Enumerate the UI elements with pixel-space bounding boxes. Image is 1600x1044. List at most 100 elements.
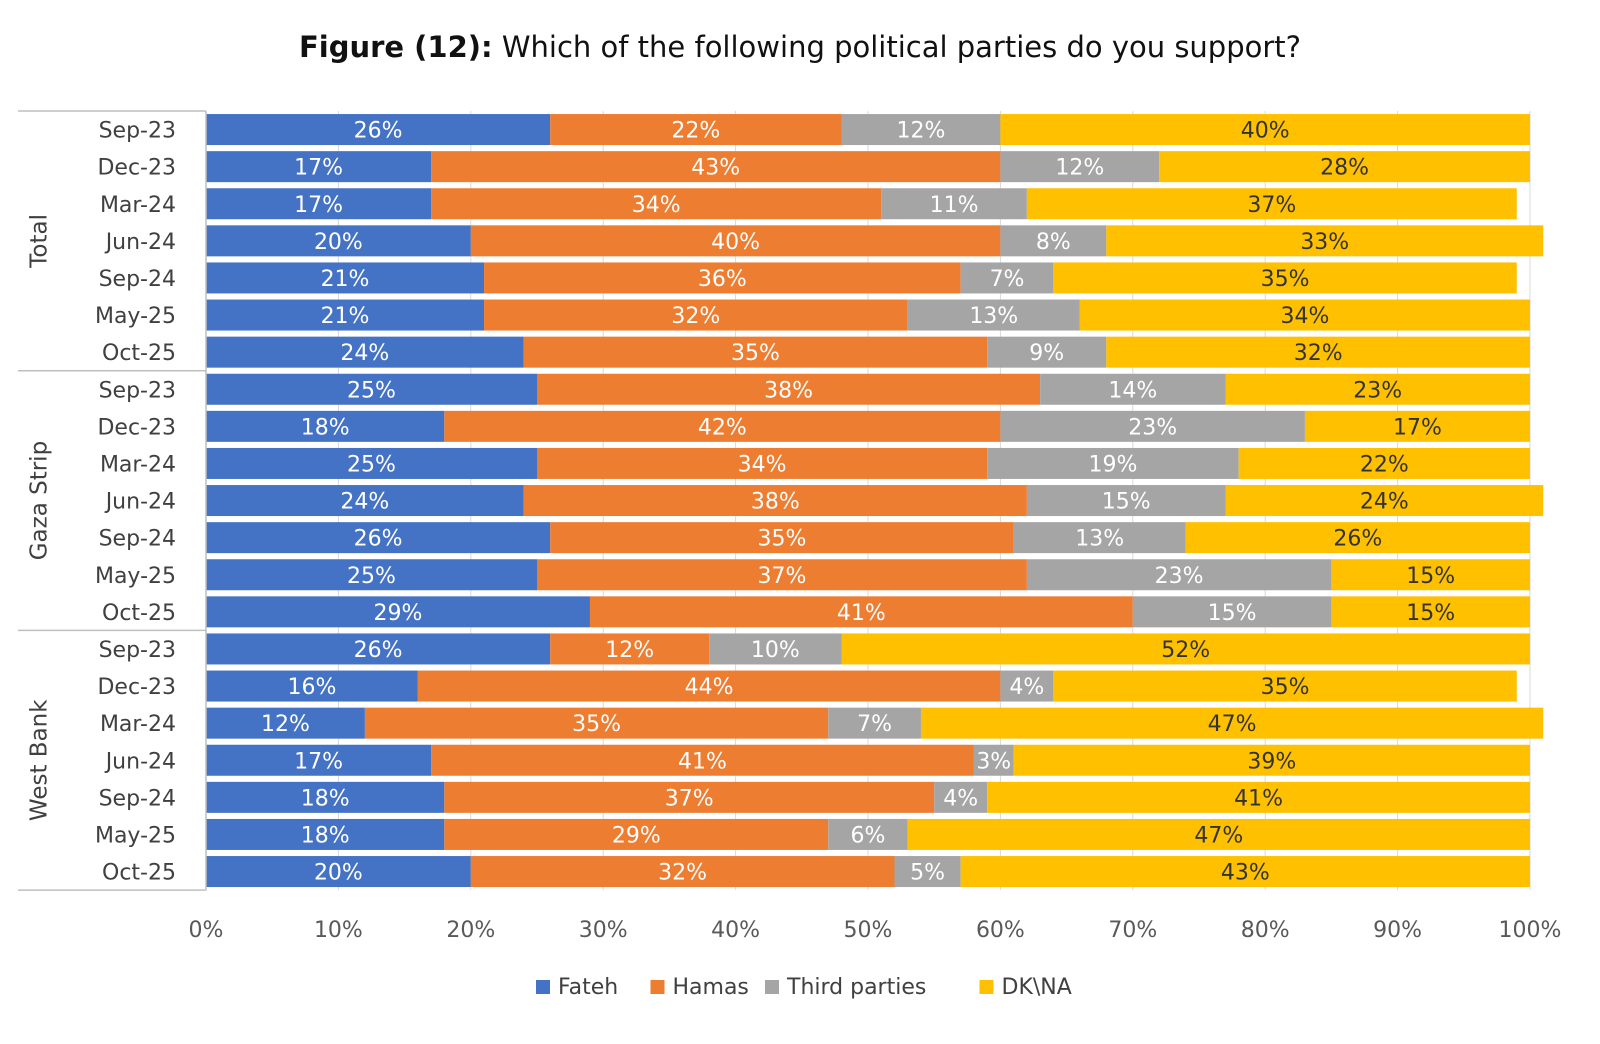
data-label: 41%	[837, 601, 886, 626]
data-label: 13%	[1075, 527, 1124, 552]
bar-segment	[550, 522, 1014, 554]
bar-segment	[206, 225, 471, 257]
data-label: 52%	[1161, 638, 1210, 663]
data-label: 17%	[1393, 415, 1442, 440]
bar-segment	[1225, 373, 1530, 405]
data-label: 24%	[1360, 490, 1409, 515]
data-label: 38%	[764, 378, 813, 403]
data-label: 37%	[757, 564, 806, 589]
data-label: 20%	[314, 230, 363, 255]
data-label: 4%	[1009, 675, 1044, 700]
bar-segment	[1331, 559, 1530, 591]
data-label: 35%	[1261, 267, 1310, 292]
data-label: 19%	[1088, 452, 1137, 477]
data-label: 8%	[1036, 230, 1071, 255]
data-label: 40%	[1241, 119, 1290, 144]
data-label: 43%	[1221, 861, 1270, 886]
data-label: 10%	[751, 638, 800, 663]
bar-segment	[1132, 596, 1332, 628]
data-label: 13%	[969, 304, 1018, 329]
data-label: 12%	[261, 712, 310, 737]
bar-segment	[1000, 151, 1160, 183]
x-tick-label: 30%	[579, 918, 628, 943]
data-label: 5%	[910, 861, 945, 886]
bar-segment	[484, 262, 961, 294]
data-label: 47%	[1208, 712, 1257, 737]
legend-swatch	[536, 980, 550, 994]
data-label: 36%	[698, 267, 747, 292]
data-label: 32%	[671, 304, 720, 329]
data-label: 23%	[1353, 378, 1402, 403]
bar-segment	[841, 633, 1530, 665]
x-tick-label: 10%	[314, 918, 363, 943]
bar-segment	[1000, 114, 1530, 146]
data-label: 16%	[287, 675, 336, 700]
bar-segment	[1106, 225, 1544, 257]
bar-segment	[431, 188, 882, 220]
bar-segment	[364, 707, 829, 739]
bar-segment	[934, 781, 988, 813]
category-label: Jun-24	[104, 749, 176, 774]
x-tick-label: 70%	[1108, 918, 1157, 943]
bar-segment	[206, 410, 445, 442]
group-label: Gaza Strip	[27, 441, 53, 560]
data-label: 11%	[930, 193, 979, 218]
x-tick-label: 0%	[189, 918, 224, 943]
bar-segment	[1013, 744, 1530, 776]
data-label: 32%	[658, 861, 707, 886]
data-label: 25%	[347, 378, 396, 403]
bar-segment	[907, 299, 1080, 331]
data-label: 9%	[1029, 341, 1064, 366]
bar-segment	[589, 596, 1133, 628]
data-label: 35%	[731, 341, 780, 366]
data-label: 4%	[943, 786, 978, 811]
bar-segment	[1026, 559, 1332, 591]
bar-segment	[206, 299, 485, 331]
bar-segment	[1106, 336, 1530, 368]
bar-segment	[828, 818, 908, 850]
bar-segment	[881, 188, 1027, 220]
data-label: 29%	[612, 823, 661, 848]
data-label: 37%	[665, 786, 714, 811]
bar-segment	[484, 299, 908, 331]
data-label: 23%	[1128, 415, 1177, 440]
data-label: 34%	[738, 452, 787, 477]
data-label: 3%	[976, 749, 1011, 774]
bar-segment	[206, 447, 537, 479]
legend-label: DK\NA	[1002, 975, 1072, 1000]
data-label: 35%	[572, 712, 621, 737]
category-label: Jun-24	[104, 230, 176, 255]
group-label: West Bank	[27, 699, 53, 821]
category-label: Dec-23	[97, 675, 176, 700]
data-label: 15%	[1208, 601, 1257, 626]
x-tick-label: 100%	[1499, 918, 1562, 943]
chart-title-text: Which of the following political parties…	[492, 30, 1302, 64]
bar-segment	[206, 151, 432, 183]
bar-segment	[960, 856, 1530, 888]
bar-segment	[987, 447, 1239, 479]
data-label: 7%	[857, 712, 892, 737]
data-label: 25%	[347, 452, 396, 477]
bar-segment	[550, 633, 710, 665]
x-tick-label: 40%	[711, 918, 760, 943]
bar-segment	[550, 114, 842, 146]
data-label: 20%	[314, 861, 363, 886]
data-label: 23%	[1155, 564, 1204, 589]
bar-segment	[444, 818, 829, 850]
chart-title-prefix: Figure (12):	[298, 30, 493, 64]
bar-segment	[470, 856, 895, 888]
legend-swatch	[650, 980, 665, 994]
data-label: 35%	[757, 527, 806, 552]
bar-segment	[470, 225, 1001, 257]
data-label: 34%	[632, 193, 681, 218]
data-label: 26%	[1333, 527, 1382, 552]
bar-segment	[206, 522, 551, 554]
data-label: 18%	[301, 786, 350, 811]
data-label: 32%	[1294, 341, 1343, 366]
category-label: Sep-23	[99, 119, 176, 144]
data-label: 6%	[851, 823, 886, 848]
data-label: 15%	[1102, 490, 1151, 515]
bar-segment	[444, 781, 935, 813]
data-label: 21%	[321, 304, 370, 329]
